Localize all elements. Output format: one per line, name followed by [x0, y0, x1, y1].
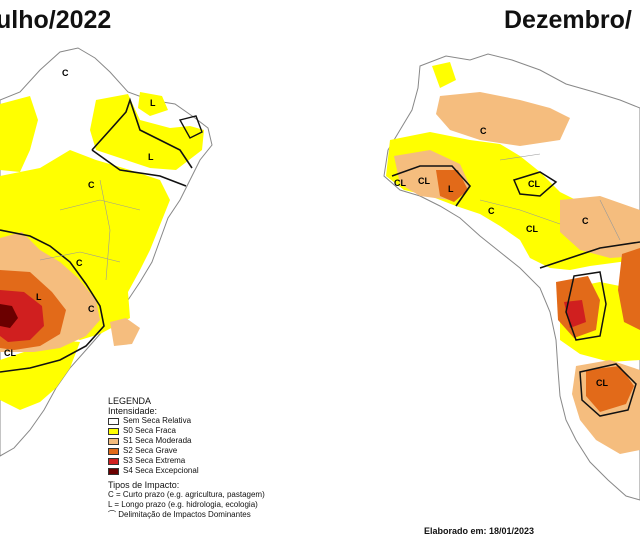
legend-swatch-s2 [108, 447, 119, 455]
legend-label-sem-seca: Sem Seca Relativa [123, 416, 192, 425]
s2-region-dec-east [618, 248, 640, 330]
impact-label-dec-c-middle: C [488, 206, 495, 216]
delimitation-line-icon: ⌒ [108, 510, 119, 519]
impact-label-dec-cl-center: CL [528, 179, 540, 189]
legend-item-s4: S4 Seca Excepcional [108, 466, 265, 476]
impact-label-c-north: C [62, 68, 69, 78]
legend-intensity-heading: Intensidade: [108, 406, 158, 416]
legend-swatch-s1 [108, 437, 119, 445]
legend-item-s0: S0 Seca Fraca [108, 426, 265, 436]
s3-region-south-central [0, 290, 44, 342]
impact-line-dec-central [565, 271, 607, 341]
legend: LEGENDA Intensidade: Sem Seca Relativa S… [108, 396, 265, 520]
impact-line-northeast [91, 97, 193, 187]
legend-impact-long: L = Longo prazo (e.g. hidrologia, ecolog… [108, 500, 258, 509]
s0-region-north-patch [138, 92, 168, 116]
legend-impact-heading: Tipos de Impacto: [108, 480, 180, 490]
s4-region-south-central [0, 304, 18, 328]
impact-label-dec-c-east: C [582, 216, 589, 226]
s1-region-dec-north [436, 92, 570, 146]
s0-region-north [0, 96, 38, 172]
map-december-2022: C CL CL L CL C CL C CL [383, 53, 640, 501]
impact-label-l-northeast: L [150, 98, 156, 108]
impact-line-dec-southeast [539, 241, 640, 269]
legend-label-s3: S3 Seca Extrema [123, 456, 186, 465]
map-july-2022: C L L C C L CL C [0, 47, 213, 457]
impact-label-dec-cl-west: CL [394, 178, 406, 188]
legend-impact-delimitation: ⌒ Delimitação de Impactos Dominantes [108, 510, 265, 520]
state-borders-july [39, 179, 141, 281]
map-title-july: ulho/2022 [0, 6, 112, 34]
legend-swatch-s0 [108, 427, 119, 435]
s0-region-south [0, 340, 80, 410]
legend-impact-delimitation-label: Delimitação de Impactos Dominantes [118, 510, 251, 519]
legend-swatch-s3 [108, 457, 119, 465]
legend-item-s1: S1 Seca Moderada [108, 436, 265, 446]
impact-label-dec-cl-south: CL [596, 378, 608, 388]
impact-label-l-east: L [148, 152, 154, 162]
s1-region-dec-center [560, 196, 640, 258]
legend-item-s2: S2 Seca Grave [108, 446, 265, 456]
s1-region-east [110, 318, 140, 346]
impact-label-dec-c-north: C [480, 126, 487, 136]
impact-label-cl-south: CL [4, 348, 16, 358]
legend-label-s2: S2 Seca Grave [123, 446, 178, 455]
credits-footer: Elaborado em: 18/01/2023 [424, 526, 535, 536]
legend-heading: LEGENDA [108, 396, 152, 406]
s0-region-northeast [90, 94, 204, 170]
legend-swatch-sem-seca [108, 417, 119, 425]
impact-line-dec-center [512, 171, 558, 197]
legend-label-s4: S4 Seca Excepcional [123, 466, 199, 475]
map-title-december: Dezembro/ [504, 6, 632, 34]
impact-label-c-middle: C [76, 258, 83, 268]
impact-label-dec-cl-west-2: CL [418, 176, 430, 186]
legend-item-s3: S3 Seca Extrema [108, 456, 265, 466]
s2-region-dec-south [586, 366, 634, 412]
impact-label-dec-l-west: L [448, 184, 454, 194]
impact-line-south [0, 229, 105, 373]
state-borders-december [479, 153, 621, 241]
impact-line-north-east-patch [178, 115, 203, 139]
legend-impact-short: C = Curto prazo (e.g. agricultura, pasta… [108, 490, 265, 499]
impact-line-dec-west [391, 165, 472, 207]
impact-label-l-south: L [36, 292, 42, 302]
impact-line-dec-south [579, 363, 637, 417]
s2-region-dec-west [436, 170, 468, 202]
impact-label-c-central: C [88, 180, 95, 190]
legend-label-s0: S0 Seca Fraca [123, 426, 176, 435]
legend-swatch-s4 [108, 467, 119, 475]
impact-label-dec-cl-middle: CL [526, 224, 538, 234]
legend-label-s1: S1 Seca Moderada [123, 436, 192, 445]
legend-item-sem-seca: Sem Seca Relativa [108, 416, 265, 426]
s0-region-dec-northwest [432, 62, 456, 88]
impact-label-c-southeast: C [88, 304, 95, 314]
